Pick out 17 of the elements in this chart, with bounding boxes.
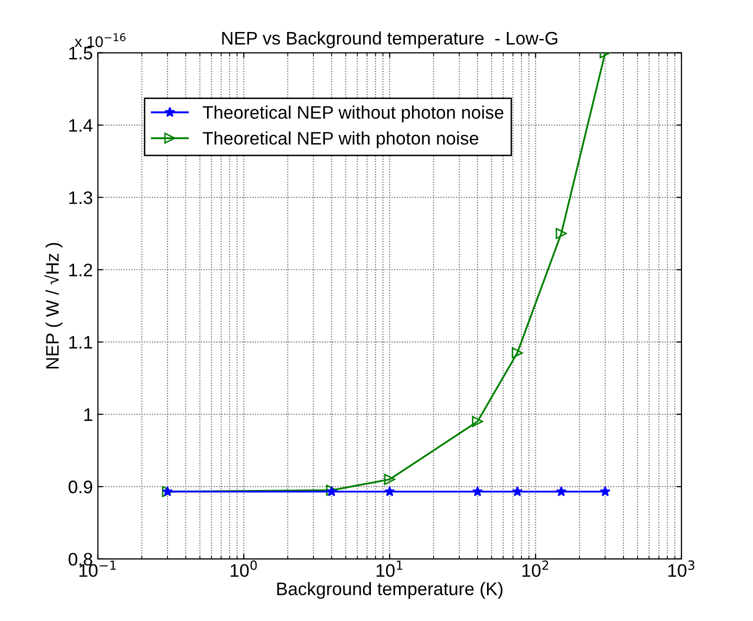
y-tick-label: 1.5: [69, 46, 92, 60]
legend-label: Theoretical NEP without photon noise: [202, 106, 504, 122]
x-axis-title: Background temperature (K): [277, 582, 502, 599]
text: x 10$^{−16}$: [74, 33, 126, 48]
y-tick-label: 1.2: [69, 264, 92, 276]
y-tick-label: 1.3: [69, 191, 92, 204]
y-tick-label: 1: [84, 408, 92, 421]
chart-title: NEP vs Background temperature - Low-G: [222, 31, 558, 48]
y-axis-title: NEP ( W / √Hz ): [44, 242, 62, 368]
x-tick-label: 10$^{2}$: [522, 560, 548, 577]
y-tick-label: 0.9: [68, 480, 92, 494]
y-tick-label: 1.4: [69, 119, 93, 132]
y-tick-label: 1.1: [69, 336, 92, 349]
x-tick-label: 10$^{1}$: [376, 560, 402, 577]
x-tick-label: 10$^{3}$: [668, 560, 694, 577]
x-tick-label: 10$^{0}$: [230, 560, 257, 577]
legend-label: Theoretical NEP with photon noise: [202, 131, 478, 148]
